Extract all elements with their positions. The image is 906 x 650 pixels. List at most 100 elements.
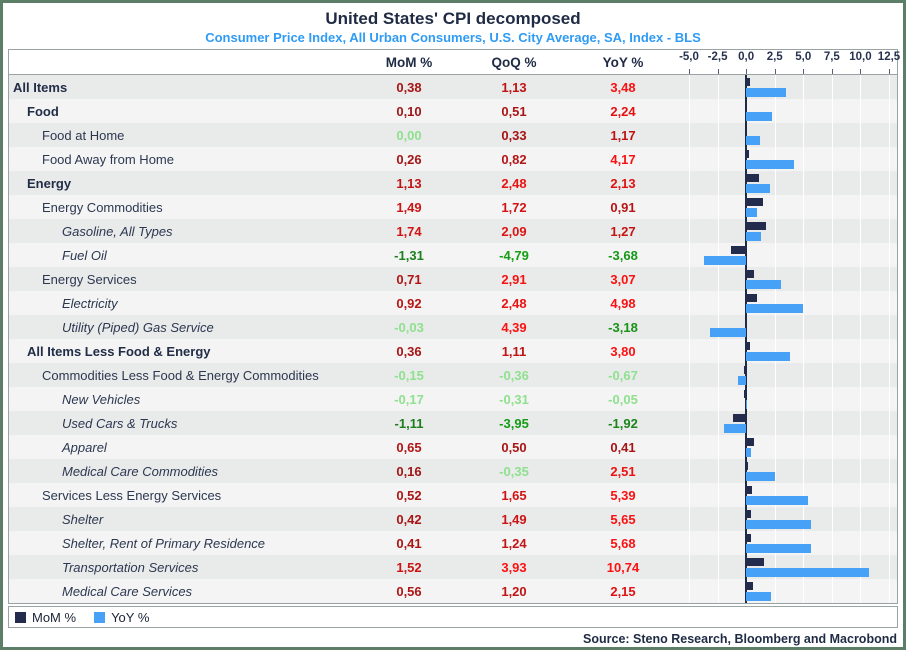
qoq-value: -0,36 (499, 367, 529, 383)
qoq-value: 2,48 (501, 175, 527, 191)
header-yoy: YoY % (602, 54, 644, 70)
gridline (889, 507, 890, 531)
gridline (774, 75, 776, 99)
gridline (860, 411, 862, 435)
row-bar-chart (677, 459, 897, 483)
x-axis-tick-label: 10,0 (849, 51, 872, 63)
gridline (889, 75, 890, 99)
zero-line (745, 579, 748, 603)
x-axis-tick-mark (803, 69, 805, 74)
row-label: New Vehicles (62, 391, 141, 407)
table-row: Shelter 0,42 1,49 5,65 (9, 507, 897, 531)
gridline (860, 339, 862, 363)
qoq-value: 2,91 (501, 271, 527, 287)
mom-value: 0,42 (396, 511, 422, 527)
cpi-table: MoM % QoQ % YoY % -5,0 -2,5 0,0 2,5 5,0 7,5 10… (8, 49, 900, 604)
mom-value: 0,65 (396, 439, 422, 455)
source-row: Source: Steno Research, Bloomberg and Ma… (3, 628, 903, 647)
row-bar-chart (677, 411, 897, 435)
gridline (831, 123, 833, 147)
yoy-value: 5,65 (610, 511, 636, 527)
zero-line (745, 459, 748, 483)
gridline (717, 507, 719, 531)
row-bar-chart (677, 507, 897, 531)
gridline (889, 387, 890, 411)
row-label: Energy Services (42, 271, 137, 287)
gridline (689, 171, 690, 195)
gridline (889, 195, 890, 219)
gridline (831, 531, 833, 555)
yoy-bar (746, 184, 771, 193)
zero-line (745, 507, 748, 531)
mom-bar (746, 486, 753, 494)
zero-line (745, 483, 748, 507)
gridline (689, 411, 690, 435)
gridline (774, 387, 776, 411)
gridline (831, 507, 833, 531)
gridline (774, 267, 776, 291)
gridline (831, 411, 833, 435)
gridline (803, 363, 805, 387)
gridline (803, 411, 805, 435)
mom-value: -0,03 (394, 319, 424, 335)
mom-value: 0,26 (396, 151, 422, 167)
gridline (774, 459, 776, 483)
gridline (689, 219, 690, 243)
gridline (689, 387, 690, 411)
gridline (803, 387, 805, 411)
gridline (889, 531, 890, 555)
row-label: Apparel (62, 439, 107, 455)
mom-value: 0,71 (396, 271, 422, 287)
gridline (889, 123, 890, 147)
gridline (831, 579, 833, 603)
row-label: Utility (Piped) Gas Service (62, 319, 214, 335)
gridline (860, 195, 862, 219)
x-axis-tick-mark (746, 69, 748, 74)
title-block: United States' CPI decomposed Consumer P… (3, 3, 903, 46)
mom-bar (746, 294, 757, 302)
yoy-bar (746, 568, 869, 577)
gridline (889, 459, 890, 483)
qoq-value: -4,79 (499, 247, 529, 263)
mom-value: -0,17 (394, 391, 424, 407)
yoy-value: 4,17 (610, 151, 636, 167)
qoq-value: 0,50 (501, 439, 527, 455)
gridline (831, 555, 833, 579)
qoq-value: 1,49 (501, 511, 527, 527)
zero-line (745, 435, 748, 459)
gridline (803, 435, 805, 459)
table-header-row: MoM % QoQ % YoY % -5,0 -2,5 0,0 2,5 5,0 7,5 10… (9, 50, 900, 75)
yoy-bar (746, 496, 808, 505)
table-row: Utility (Piped) Gas Service -0,03 4,39 -3,1… (9, 315, 897, 339)
gridline (689, 483, 690, 507)
gridline (889, 339, 890, 363)
x-axis: -5,0 -2,5 0,0 2,5 5,0 7,5 10,0 12,5 (677, 50, 900, 74)
row-bar-chart (677, 579, 897, 603)
gridline (889, 579, 890, 603)
gridline (689, 243, 690, 267)
gridline (803, 555, 805, 579)
gridline (889, 291, 890, 315)
gridline (803, 99, 805, 123)
zero-line (745, 315, 748, 339)
legend-label: YoY % (111, 609, 150, 625)
qoq-value: 1,24 (501, 535, 527, 551)
gridline (803, 267, 805, 291)
gridline (889, 147, 890, 171)
gridline (860, 75, 862, 99)
mom-bar (746, 150, 750, 158)
row-bar-chart (677, 99, 897, 123)
gridline (889, 315, 890, 339)
yoy-value: 0,41 (610, 439, 636, 455)
gridline (689, 99, 690, 123)
gridline (860, 435, 862, 459)
mom-value: -1,11 (394, 415, 424, 431)
gridline (689, 75, 690, 99)
table-row: Electricity 0,92 2,48 4,98 (9, 291, 897, 315)
gridline (717, 147, 719, 171)
row-label: Gasoline, All Types (62, 223, 173, 239)
gridline (831, 267, 833, 291)
gridline (860, 555, 862, 579)
gridline (689, 459, 690, 483)
